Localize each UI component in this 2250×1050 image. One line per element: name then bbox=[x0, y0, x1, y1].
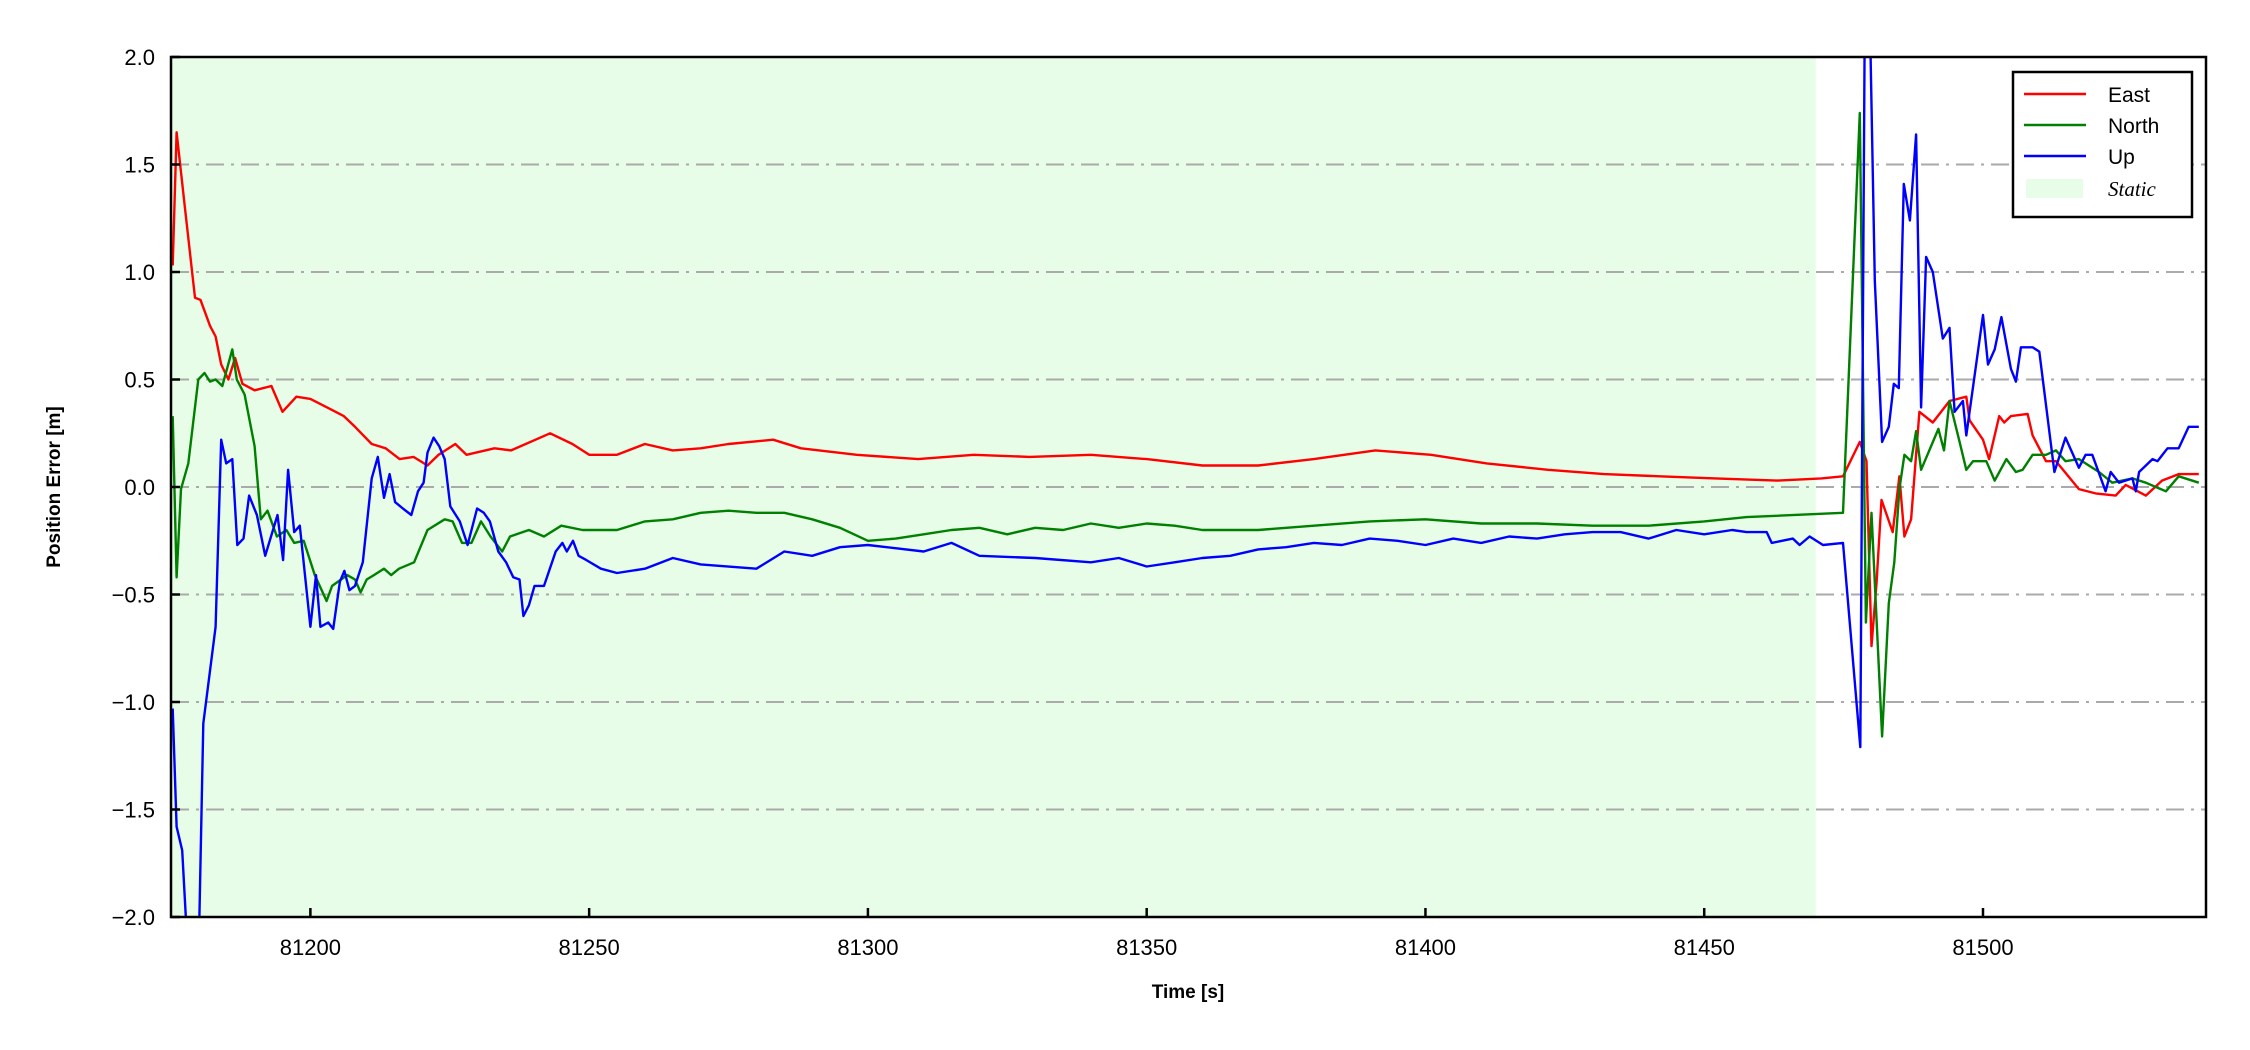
y-tick-label: −1.0 bbox=[112, 690, 155, 715]
legend-label-up: Up bbox=[2108, 146, 2135, 169]
legend: East North Up Static bbox=[2011, 70, 2194, 219]
series-line-up bbox=[171, 57, 2199, 917]
series-line-east bbox=[171, 131, 2199, 648]
series-group bbox=[171, 57, 2200, 917]
y-tick-label: 1.0 bbox=[124, 260, 155, 285]
series-line-north bbox=[171, 111, 2200, 738]
x-tick-label: 81250 bbox=[559, 935, 620, 960]
x-tick-label: 81500 bbox=[1952, 935, 2013, 960]
y-tick-label: 1.5 bbox=[124, 153, 155, 178]
x-tick-label: 81400 bbox=[1395, 935, 1456, 960]
x-tick-label: 81200 bbox=[280, 935, 341, 960]
y-tick-label: −2.0 bbox=[112, 905, 155, 930]
y-tick-label: 0.0 bbox=[124, 475, 155, 500]
legend-label-east: East bbox=[2108, 84, 2150, 107]
y-tick-label: −1.5 bbox=[112, 798, 155, 823]
x-tick-label: 81450 bbox=[1674, 935, 1735, 960]
x-tick-label: 81300 bbox=[837, 935, 898, 960]
legend-label-static: Static bbox=[2108, 177, 2157, 201]
legend-label-north: North bbox=[2108, 115, 2159, 138]
x-tick-label: 81350 bbox=[1116, 935, 1177, 960]
y-tick-label: 0.5 bbox=[124, 368, 155, 393]
y-axis-label: Position Error [m] bbox=[44, 406, 65, 568]
y-tick-label: 2.0 bbox=[124, 45, 155, 70]
x-axis-label: Time [s] bbox=[1152, 982, 1225, 1003]
legend-swatch-static bbox=[2026, 179, 2083, 198]
y-tick-label: −0.5 bbox=[112, 583, 155, 608]
axis-ticks: −2.0 −1.5 −1.0 −0.5 0.0 0.5 1.0 1.5 2.0 81200 8125… bbox=[112, 45, 2014, 960]
